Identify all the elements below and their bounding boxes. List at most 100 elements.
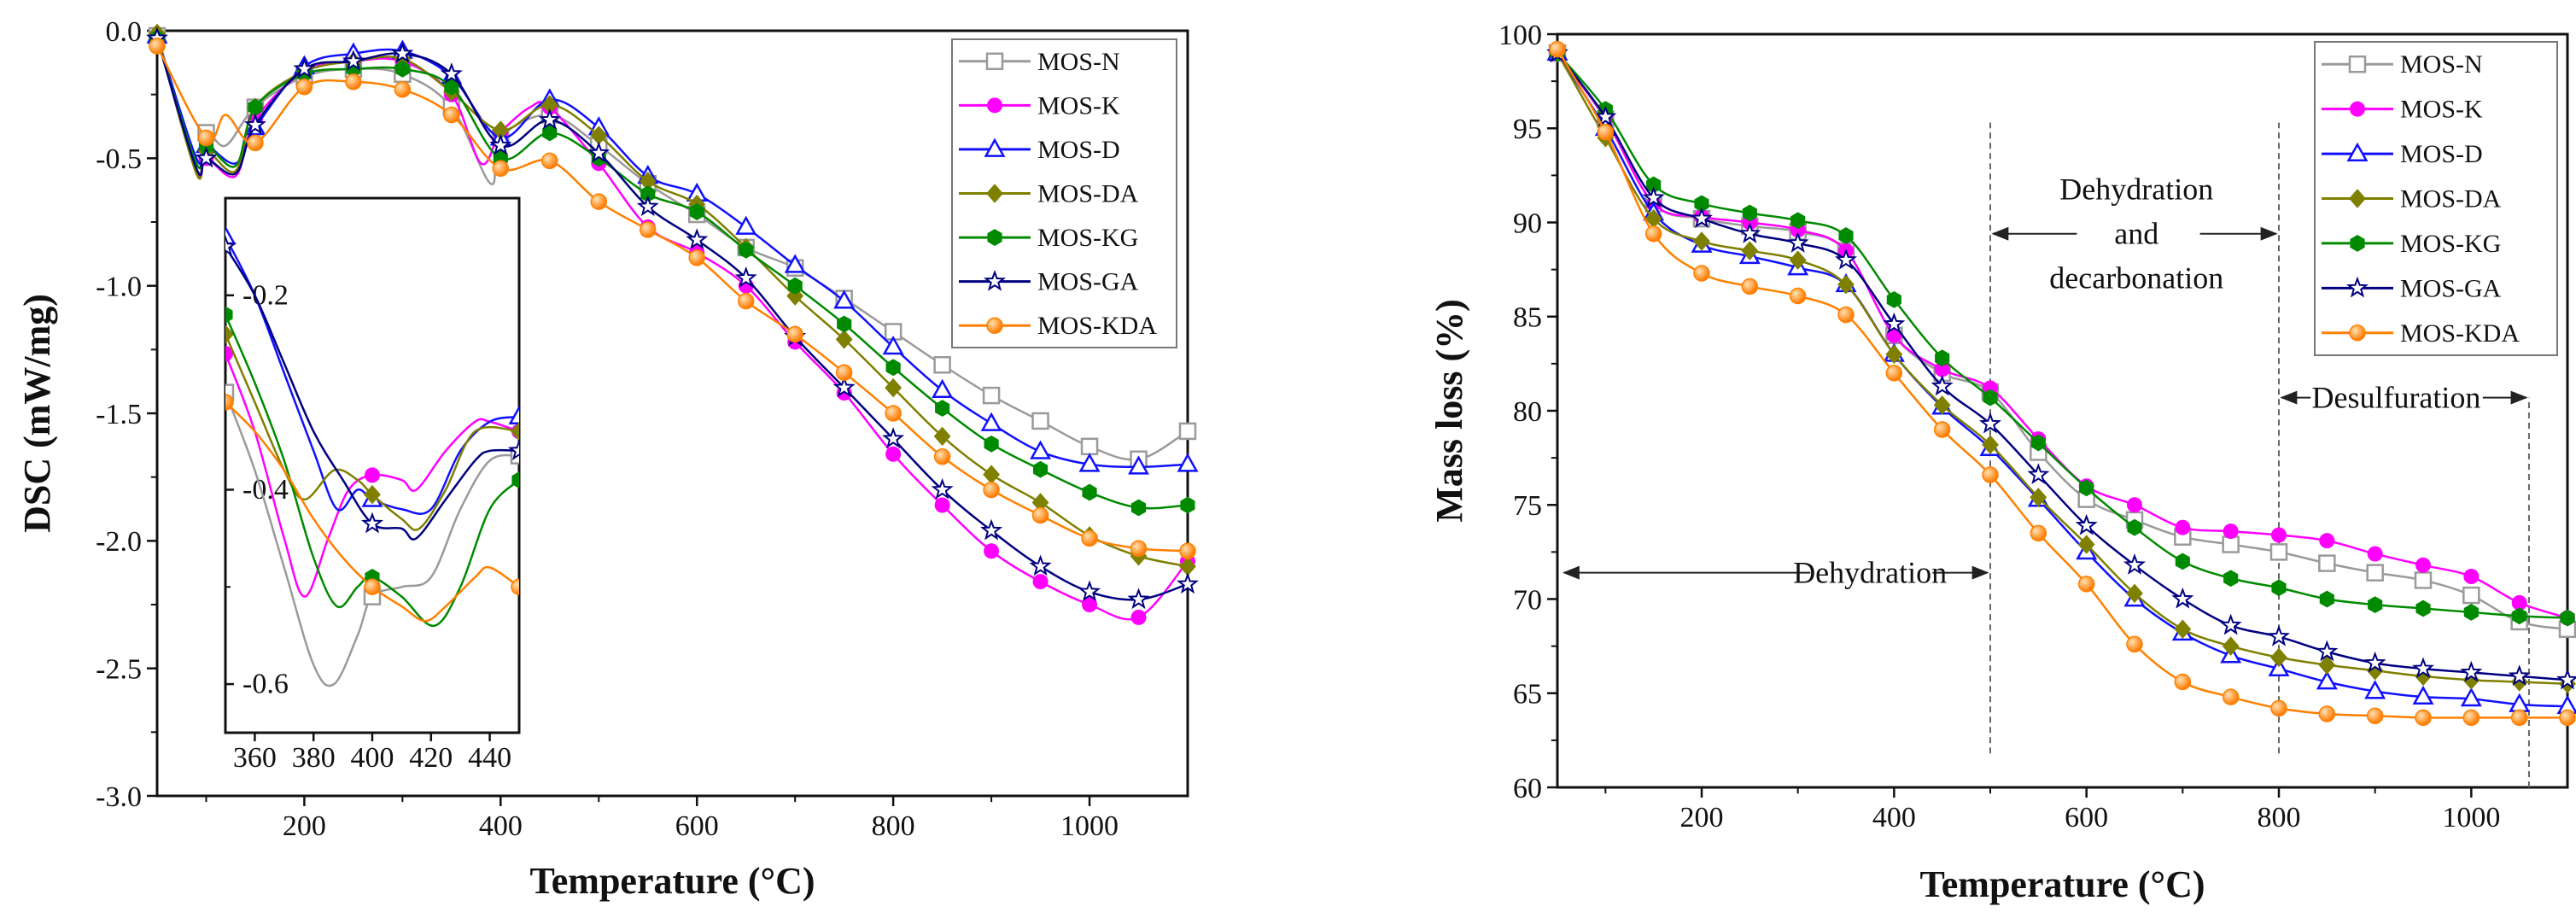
- data-point-marker: [391, 42, 414, 63]
- data-point-marker: [885, 405, 902, 422]
- data-point-marker: [293, 57, 316, 79]
- x-tick-label: 420: [409, 742, 453, 774]
- data-point-marker: [2269, 543, 2288, 561]
- data-point-marker: [1128, 455, 1150, 475]
- x-tick-label: 1000: [2442, 802, 2500, 833]
- y-tick-label: -0.6: [242, 669, 289, 700]
- data-point-marker: [1931, 374, 1954, 396]
- legend-entry: MOS-D: [2322, 140, 2483, 168]
- data-point-marker: [2318, 705, 2336, 722]
- region-label: and: [2114, 217, 2158, 251]
- x-tick-label: 600: [675, 810, 719, 842]
- data-point-marker: [2222, 636, 2240, 656]
- legend-label: MOS-N: [2400, 50, 2483, 79]
- data-point-marker: [590, 193, 608, 210]
- data-point-marker: [2414, 571, 2433, 589]
- series-mos-kda: [149, 38, 1196, 560]
- data-point-marker: [225, 306, 233, 324]
- data-point-marker: [541, 152, 558, 170]
- data-point-marker: [489, 133, 512, 155]
- y-tick-label: 75: [1513, 490, 1542, 522]
- legend-label: MOS-KDA: [2400, 319, 2520, 348]
- data-point-marker: [225, 325, 234, 344]
- data-point-marker: [984, 543, 1000, 559]
- data-point-marker: [933, 356, 951, 374]
- data-point-marker: [511, 421, 519, 442]
- data-point-marker: [983, 481, 1000, 499]
- data-point-marker: [511, 471, 519, 488]
- data-point-marker: [1885, 344, 1903, 365]
- data-point-marker: [935, 400, 950, 417]
- legend-label: MOS-KG: [2400, 230, 2501, 258]
- data-point-marker: [2030, 488, 2047, 507]
- data-point-marker: [2559, 709, 2576, 727]
- data-point-marker: [984, 435, 999, 453]
- region-label: Dehydration: [1793, 556, 1947, 590]
- data-point-marker: [2512, 607, 2527, 625]
- data-point-marker: [2171, 587, 2194, 609]
- data-point-marker: [2126, 635, 2143, 653]
- data-point-marker: [1693, 231, 1710, 251]
- data-point-marker: [2127, 497, 2142, 513]
- legend-label: MOS-DA: [1037, 180, 1139, 208]
- y-tick-label: 0.0: [106, 16, 143, 48]
- y-tick-label: -0.5: [96, 143, 142, 175]
- data-point-marker: [195, 146, 218, 168]
- data-point-marker: [1081, 529, 1098, 547]
- legend-entry: MOS-GA: [959, 268, 1139, 296]
- data-point-marker: [2460, 687, 2482, 707]
- data-point-marker: [837, 315, 852, 333]
- data-point-marker: [735, 215, 757, 235]
- data-point-marker: [1789, 250, 1807, 270]
- series-line: [225, 401, 519, 623]
- data-point-marker: [933, 448, 951, 465]
- data-point-marker: [2368, 596, 2383, 614]
- data-point-marker: [2271, 579, 2287, 597]
- data-point-marker: [832, 376, 856, 398]
- data-point-marker: [784, 254, 806, 273]
- data-point-marker: [2077, 576, 2095, 593]
- data-point-marker: [440, 62, 463, 84]
- region-label: decarbonation: [2049, 261, 2223, 295]
- x-tick-label: 600: [2065, 802, 2108, 833]
- data-point-marker: [1032, 574, 1049, 590]
- series-mos-da: [225, 325, 519, 531]
- legend-label: MOS-GA: [2400, 274, 2502, 302]
- legend-entry: MOS-DA: [959, 180, 1139, 208]
- y-tick-label: -3.0: [96, 781, 142, 813]
- data-point-marker: [2030, 434, 2046, 452]
- data-point-marker: [2463, 569, 2480, 585]
- series-line: [225, 236, 519, 515]
- data-point-marker: [197, 129, 215, 147]
- legend-entry: MOS-K: [959, 91, 1120, 120]
- data-point-marker: [1127, 588, 1150, 610]
- data-point-marker: [540, 95, 558, 114]
- data-point-marker: [444, 78, 459, 96]
- data-point-marker: [1130, 540, 1148, 558]
- data-point-marker: [2270, 647, 2287, 668]
- y-tick-label: 90: [1513, 208, 1542, 239]
- data-point-marker: [1886, 291, 1901, 308]
- data-point-marker: [2560, 609, 2575, 627]
- x-tick-label: 400: [479, 810, 523, 842]
- data-point-marker: [1693, 265, 1710, 282]
- data-point-marker: [2126, 583, 2143, 604]
- data-point-marker: [835, 330, 853, 349]
- data-point-marker: [2364, 680, 2386, 699]
- x-tick-label: 1000: [1060, 810, 1119, 842]
- y-tick-label: 65: [1513, 679, 1542, 711]
- dsc-series-group: [145, 23, 1200, 625]
- data-point-marker: [1176, 572, 1200, 594]
- data-point-marker: [2030, 524, 2047, 542]
- legend-marker: [2349, 189, 2366, 208]
- x-tick-label: 380: [292, 742, 336, 774]
- data-point-marker: [931, 477, 954, 500]
- dsc-x-axis-title: Temperature (°C): [529, 860, 815, 902]
- data-point-marker: [365, 467, 380, 483]
- data-point-marker: [492, 120, 510, 140]
- data-point-marker: [1644, 225, 1662, 243]
- legend-entry: MOS-KDA: [2322, 319, 2520, 348]
- data-point-marker: [2175, 553, 2190, 570]
- tga-x-axis-title: Temperature (°C): [1919, 863, 2205, 905]
- x-tick-label: 800: [2258, 802, 2301, 833]
